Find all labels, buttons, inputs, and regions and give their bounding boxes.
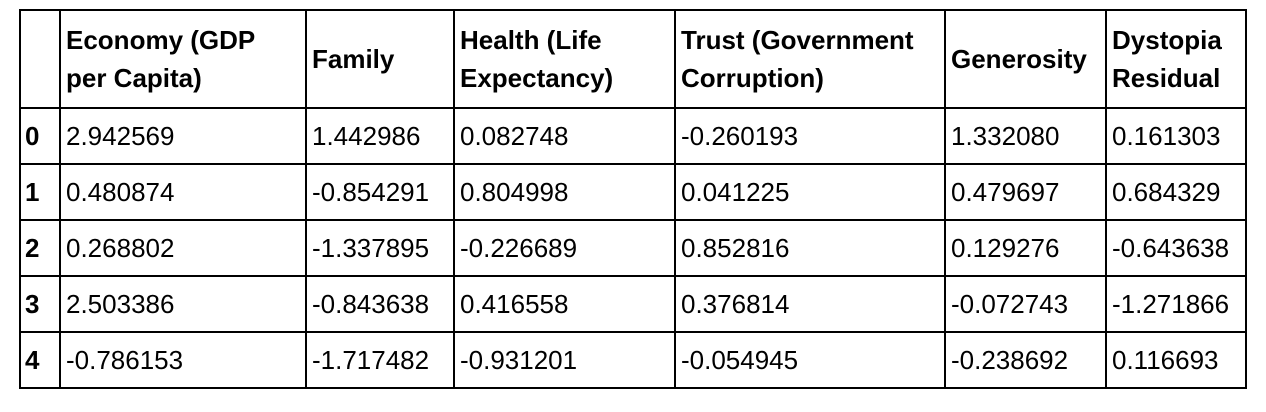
column-header-dystopia-residual: Dystopia Residual [1105, 9, 1247, 109]
index-header [19, 9, 61, 109]
table-cell: 2.942569 [59, 107, 307, 165]
table-cell: 1.442986 [305, 107, 455, 165]
column-header-economy: Economy (GDP per Capita) [59, 9, 307, 109]
column-header-health: Health (Life Expectancy) [453, 9, 676, 109]
table-cell: 0.041225 [674, 163, 946, 221]
table-cell: -0.643638 [1105, 219, 1247, 277]
table-cell: 0.416558 [453, 275, 676, 333]
table-cell: -0.226689 [453, 219, 676, 277]
table-cell: -0.786153 [59, 331, 307, 389]
table-cell: -0.854291 [305, 163, 455, 221]
table-cell: 0.116693 [1105, 331, 1247, 389]
row-index: 2 [19, 219, 61, 277]
table-cell: 0.268802 [59, 219, 307, 277]
table-cell: 0.082748 [453, 107, 676, 165]
table-cell: -1.271866 [1105, 275, 1247, 333]
table-row: 4 -0.786153 -1.717482 -0.931201 -0.05494… [19, 331, 1247, 389]
table-cell: 0.852816 [674, 219, 946, 277]
table-cell: -1.337895 [305, 219, 455, 277]
table-cell: 0.161303 [1105, 107, 1247, 165]
table-cell: 2.503386 [59, 275, 307, 333]
table-cell: -0.072743 [944, 275, 1107, 333]
table-row: 2 0.268802 -1.337895 -0.226689 0.852816 … [19, 219, 1247, 277]
row-index: 0 [19, 107, 61, 165]
table-row: 3 2.503386 -0.843638 0.416558 0.376814 -… [19, 275, 1247, 333]
column-header-trust: Trust (Government Corruption) [674, 9, 946, 109]
table-cell: 1.332080 [944, 107, 1107, 165]
table-row: 0 2.942569 1.442986 0.082748 -0.260193 1… [19, 107, 1247, 165]
table-cell: 0.684329 [1105, 163, 1247, 221]
row-index: 3 [19, 275, 61, 333]
table-row: 1 0.480874 -0.854291 0.804998 0.041225 0… [19, 163, 1247, 221]
table-cell: 0.480874 [59, 163, 307, 221]
table-cell: -1.717482 [305, 331, 455, 389]
table-cell: -0.260193 [674, 107, 946, 165]
table-cell: 0.804998 [453, 163, 676, 221]
column-header-generosity: Generosity [944, 9, 1107, 109]
table-cell: -0.843638 [305, 275, 455, 333]
table-cell: -0.054945 [674, 331, 946, 389]
table-cell: 0.129276 [944, 219, 1107, 277]
table-cell: -0.931201 [453, 331, 676, 389]
header-row: Economy (GDP per Capita) Family Health (… [19, 9, 1247, 109]
data-table: Economy (GDP per Capita) Family Health (… [19, 9, 1247, 389]
table-cell: 0.479697 [944, 163, 1107, 221]
row-index: 4 [19, 331, 61, 389]
table-cell: 0.376814 [674, 275, 946, 333]
column-header-family: Family [305, 9, 455, 109]
row-index: 1 [19, 163, 61, 221]
table-cell: -0.238692 [944, 331, 1107, 389]
